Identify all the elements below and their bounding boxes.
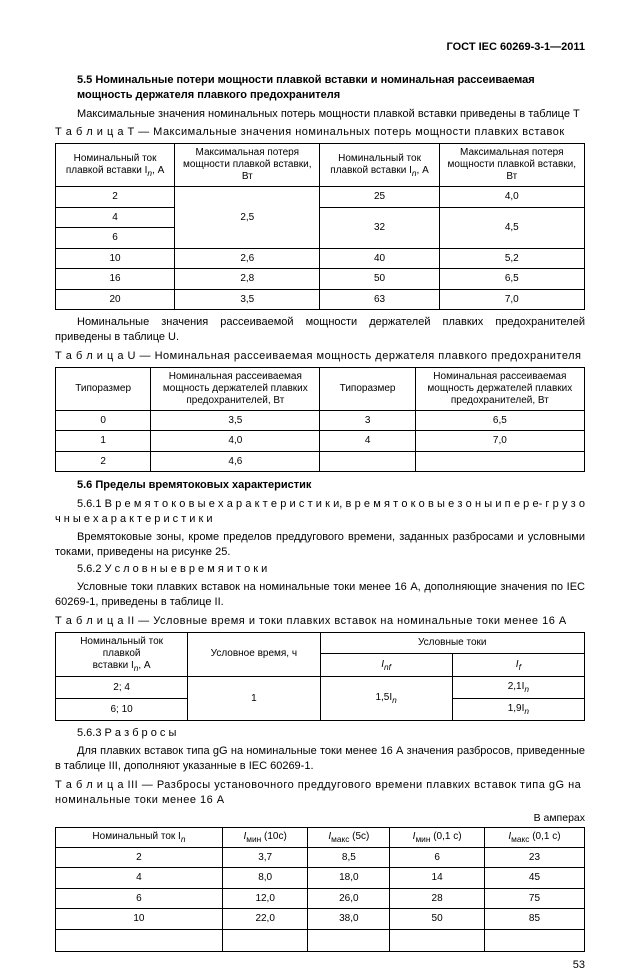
t-h3: Номинальный ток плавкой вставки In, А [320, 144, 439, 187]
caption-prefix: Т а б л и ц а U — [55, 350, 151, 362]
iii-h3: Iмакс (5с) [308, 827, 390, 847]
ii-h4: If [452, 654, 584, 677]
ii-h1: Номинальный ток плавкой вставки In, А [56, 632, 188, 676]
table-row: 162,8506,5 [56, 269, 585, 290]
u-h2: Номинальная рассеиваемая мощность держат… [151, 367, 320, 410]
t-h4: Максимальная потеря мощности плавкой вст… [439, 144, 584, 187]
table-iii-caption: Т а б л и ц а III — Разбросы установочно… [55, 778, 585, 808]
iii-h4: Iмин (0,1 с) [390, 827, 485, 847]
ii-h34: Условные токи [320, 632, 585, 653]
table-row: 23,78,5623 [56, 847, 585, 868]
after-t-text: Номинальные значения рассеиваемой мощнос… [55, 315, 585, 345]
table-row: 2; 4 1 1,5In 2,1In [56, 676, 585, 698]
p561: 5.6.1 В р е м я т о к о в ы е х а р а к … [55, 497, 585, 527]
page-number: 53 [55, 958, 585, 973]
unit-note: В амперах [55, 811, 585, 825]
caption-text: Максимальные значения номинальных потерь… [153, 126, 565, 138]
sec-title-1: Номинальные потери мощности плавкой вста… [95, 74, 534, 86]
iii-h1: Номинальный ток In [56, 827, 223, 847]
sec55-intro: Максимальные значения номинальных потерь… [55, 107, 585, 122]
u-h4: Номинальная рассеиваемая мощность держат… [415, 367, 584, 410]
caption-text: Условные время и токи плавких вставок на… [153, 615, 566, 627]
table-row: 102,6405,2 [56, 248, 585, 269]
caption-prefix: Т а б л и ц а III — [55, 779, 153, 791]
table-row: 4324,5 [56, 207, 585, 228]
sec-num: 5.5 [77, 74, 92, 86]
section-55-title: 5.5 Номинальные потери мощности плавкой … [55, 73, 585, 103]
ii-h2: Условное время, ч [188, 632, 320, 676]
table-row [56, 929, 585, 951]
iii-h5: Iмакс (0,1 с) [484, 827, 584, 847]
table-row: 1022,038,05085 [56, 909, 585, 930]
sec-title-2: мощность держателя плавкого предохраните… [77, 89, 340, 101]
table-t: Номинальный ток плавкой вставки In, А Ма… [55, 143, 585, 310]
t-h1: Номинальный ток плавкой вставки In, А [56, 144, 175, 187]
caption-prefix: Т а б л и ц а T — [55, 126, 150, 138]
p563-body: Для плавких вставок типа gG на номинальн… [55, 744, 585, 774]
caption-text: Номинальная рассеиваемая мощность держат… [155, 350, 582, 362]
p562-body: Условные токи плавких вставок на номинал… [55, 580, 585, 610]
ii-h3: Inf [320, 654, 452, 677]
table-row: 03,536,5 [56, 410, 585, 431]
caption-prefix: Т а б л и ц а II — [55, 615, 150, 627]
sec56-title: Пределы времятоковых характеристик [95, 479, 311, 491]
page: ГОСТ IEC 60269-3-1—2011 5.5 Номинальные … [0, 0, 630, 913]
iii-h2: Iмин (10с) [222, 827, 308, 847]
table-iii: Номинальный ток In Iмин (10с) Iмакс (5с)… [55, 827, 585, 952]
t-h2: Максимальная потеря мощности плавкой вст… [175, 144, 320, 187]
section-56-title: 5.6 Пределы времятоковых характеристик [55, 478, 585, 493]
sec56-num: 5.6 [77, 479, 92, 491]
table-row: 203,5637,0 [56, 289, 585, 310]
table-t-caption: Т а б л и ц а T — Максимальные значения … [55, 125, 585, 140]
table-ii: Номинальный ток плавкой вставки In, А Ус… [55, 632, 585, 721]
p561-body: Времятоковые зоны, кроме пределов предду… [55, 530, 585, 560]
table-row: 14,047,0 [56, 431, 585, 452]
u-h1: Типоразмер [56, 367, 151, 410]
table-ii-caption: Т а б л и ц а II — Условные время и токи… [55, 614, 585, 629]
table-row: 48,018,01445 [56, 868, 585, 889]
table-row: 22,5254,0 [56, 187, 585, 208]
u-h3: Типоразмер [320, 367, 415, 410]
table-row: 612,026,02875 [56, 888, 585, 909]
p562: 5.6.2 У с л о в н ы е в р е м я и т о к … [55, 562, 585, 577]
table-u: Типоразмер Номинальная рассеиваемая мощн… [55, 367, 585, 473]
table-row: 24,6 [56, 451, 585, 472]
table-u-caption: Т а б л и ц а U — Номинальная рассеиваем… [55, 349, 585, 364]
p563: 5.6.3 Р а з б р о с ы [55, 726, 585, 741]
doc-header: ГОСТ IEC 60269-3-1—2011 [55, 40, 585, 55]
